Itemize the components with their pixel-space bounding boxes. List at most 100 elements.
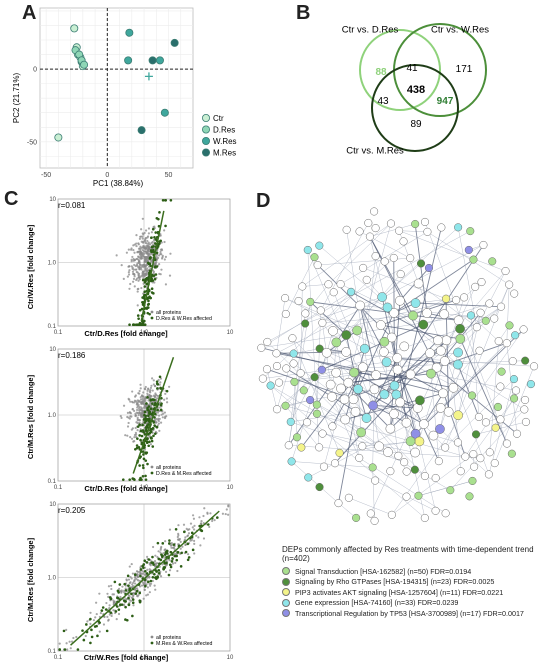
data-point-affected [128,587,132,590]
network-node [418,319,429,330]
data-point [126,425,130,428]
data-point [135,234,138,237]
data-point [111,593,114,596]
network-node [303,245,312,255]
network-node [315,241,324,250]
network-edge [436,367,518,435]
pca-y-tick-label: -50 [27,139,37,146]
data-point-affected [98,621,101,624]
data-point-affected [144,459,148,462]
network-node [389,253,398,262]
data-point-affected [157,568,161,572]
data-point [129,400,132,403]
data-point [133,243,136,246]
data-point-affected [141,474,145,478]
network-node [301,319,310,328]
network-node [336,280,345,289]
data-point [154,562,158,566]
network-node [420,217,430,226]
data-point [130,437,134,440]
data-point [107,585,111,588]
venn-diagram: Ctr vs. D.Res Ctr vs. W.Res Ctr vs. M.Re… [342,23,489,156]
data-point-affected [62,629,66,633]
data-point [137,279,140,282]
data-point [179,540,182,543]
network-node [481,418,491,427]
data-point-affected [156,541,160,545]
network-edge [430,373,440,462]
data-point [160,241,163,244]
data-point [154,393,157,396]
network-node [310,253,319,262]
data-point-affected [163,198,167,202]
network-edge [423,393,444,425]
network-node [452,295,461,305]
network-node [342,225,351,234]
network-node [290,377,299,386]
network-node [272,405,282,414]
network-node [472,323,481,332]
data-point-affected [146,462,149,466]
data-point [158,383,161,386]
data-point [160,268,163,271]
pca-x-tick-label: 50 [165,172,173,179]
network-node [289,349,298,358]
data-point [141,235,144,238]
data-point [147,227,151,230]
data-point [153,565,157,568]
network-node [481,316,490,325]
data-point [144,229,148,232]
network-node [453,347,463,358]
pca-point-ctr [70,24,79,33]
network-edge [465,406,499,457]
network-node [371,476,380,485]
data-point-affected [145,402,148,405]
data-point-affected [145,424,149,428]
data-point-affected [179,565,183,568]
data-point-affected [165,561,168,565]
network-node [469,450,478,459]
network-node [471,430,481,439]
data-point-affected [152,250,156,254]
network-edge [293,348,320,354]
network-node [292,433,302,442]
network-edge [294,381,298,438]
data-point-affected [149,429,152,432]
data-point-affected [152,434,155,438]
network-edge [348,373,411,384]
network-edge [470,315,480,417]
data-point-affected [144,452,148,455]
data-point-affected [161,198,165,202]
data-point [92,619,96,622]
network-node [415,395,425,406]
network-node [315,482,324,492]
data-point [146,247,149,250]
data-point [141,270,145,273]
data-point [107,595,110,598]
network-node [377,292,388,302]
data-point-affected [144,478,148,481]
network-node [401,417,412,428]
data-point [198,516,201,519]
data-point [127,271,130,274]
pca-x-tick-label: -50 [41,172,51,179]
correlation-label: r=0.205 [58,506,86,515]
network-node [441,335,452,346]
network-node [494,337,503,346]
network-node [284,441,293,450]
data-point [206,512,209,515]
network-node [272,361,282,371]
data-point-affected [164,224,167,228]
data-point [159,575,163,578]
network-node [361,413,372,423]
data-point-affected [148,296,152,300]
data-point-affected [153,416,156,419]
data-point-affected [146,437,149,440]
data-point [136,416,139,419]
data-point-affected [168,563,172,567]
x-tick-label: 1.0 [140,655,149,661]
data-point [162,552,165,555]
data-point [128,269,131,272]
data-point [157,419,161,423]
network-node [310,373,319,382]
